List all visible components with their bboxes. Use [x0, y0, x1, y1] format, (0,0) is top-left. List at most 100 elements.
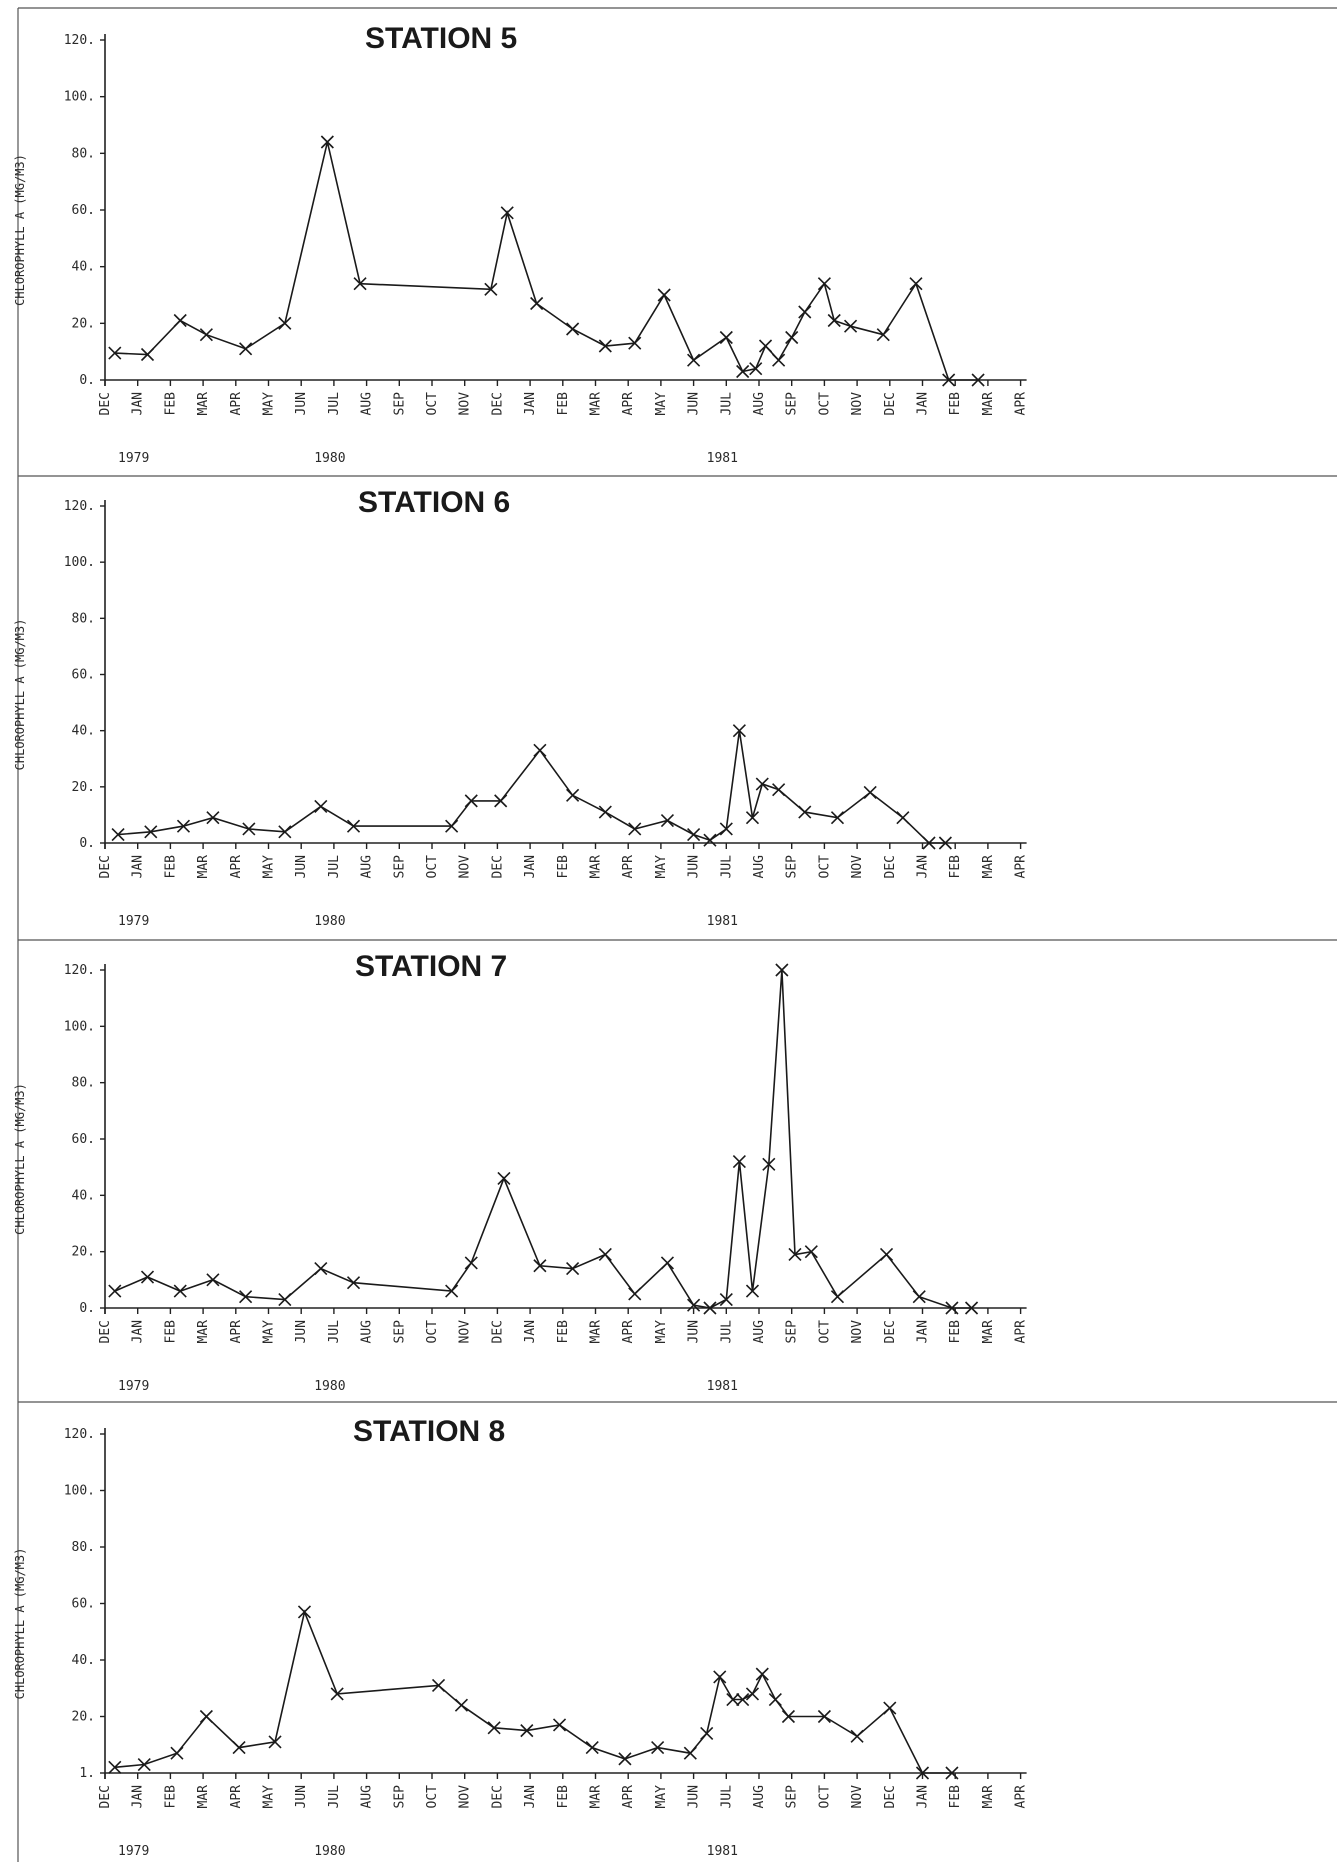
data-point: [703, 1301, 717, 1315]
x-tick-label: NOV: [850, 1785, 865, 1809]
year-label: 1980: [314, 1379, 345, 1394]
x-tick-label: JAN: [916, 1785, 931, 1808]
data-point: [464, 794, 478, 808]
y-axis-label: CHLOROPHYLL A (MG/M3): [13, 619, 27, 771]
data-point: [687, 353, 701, 367]
data-point-stroke: [745, 1687, 760, 1701]
x-tick-label: JUL: [719, 855, 734, 879]
data-point-stroke: [530, 296, 544, 311]
data-point-stroke: [199, 1709, 213, 1724]
chart-panel-2: STATION 6 0. 20. 40. 60. 80. 100. 120. CHLOROPHY…: [13, 486, 1029, 929]
x-tick-label: SEP: [392, 1785, 407, 1809]
data-point: [239, 342, 253, 356]
data-point-stroke: [798, 805, 812, 819]
data-point-stroke: [732, 1154, 746, 1169]
data-point: [618, 1752, 632, 1766]
y-axis-label: CHLOROPHYLL A (MG/M3): [13, 1083, 27, 1235]
data-point-stroke: [817, 1709, 831, 1724]
x-tick-label: AUG: [360, 855, 375, 879]
x-tick-label: SEP: [785, 855, 800, 879]
data-point-stroke: [314, 799, 328, 814]
y-tick-label: 0.: [79, 373, 95, 388]
data-point: [827, 313, 841, 328]
data-point: [232, 1741, 246, 1755]
data-point: [598, 1247, 612, 1262]
data-point: [464, 1256, 478, 1270]
data-point-stroke: [945, 1301, 959, 1315]
x-tick-label: JAN: [131, 855, 146, 878]
data-point-stroke: [896, 811, 910, 825]
data-point: [762, 1157, 776, 1171]
data-point-stroke: [788, 1247, 802, 1262]
y-tick-label: 100.: [64, 90, 95, 105]
data-point-stroke: [781, 1709, 795, 1724]
x-tick-label: JUL: [719, 1320, 734, 1344]
data-point: [111, 828, 125, 842]
data-point: [945, 1301, 959, 1315]
data-point: [552, 1718, 567, 1732]
data-point-stroke: [464, 794, 478, 808]
x-tick-label: JUN: [687, 392, 702, 415]
x-tick-label: JAN: [916, 1320, 931, 1343]
x-tick-label: JUN: [294, 392, 309, 415]
x-tick-label: OCT: [425, 855, 440, 879]
x-tick-label: JUL: [327, 392, 342, 416]
year-label: 1979: [118, 1379, 149, 1394]
data-point: [758, 339, 773, 353]
x-tick-label: JUN: [687, 1785, 702, 1808]
data-point: [242, 822, 256, 836]
data-point: [772, 783, 786, 797]
data-point: [176, 819, 191, 833]
data-point-stroke: [598, 1247, 612, 1262]
x-tick-label: MAR: [981, 1320, 996, 1344]
data-point-stroke: [651, 1741, 665, 1755]
y-tick-label: 20.: [72, 780, 95, 795]
x-tick-label: OCT: [817, 1785, 832, 1809]
x-tick-label: APR: [229, 1320, 244, 1344]
data-point-stroke: [598, 805, 612, 819]
x-tick-label: FEB: [556, 392, 571, 416]
data-point-stroke: [683, 1746, 697, 1760]
data-point-stroke: [660, 1256, 675, 1270]
data-point: [745, 1687, 760, 1701]
x-tick-label: JAN: [523, 1785, 538, 1808]
x-tick-label: NOV: [850, 1320, 865, 1344]
data-point-stroke: [464, 1256, 478, 1270]
data-point-stroke: [726, 1692, 740, 1707]
x-tick-label: JAN: [523, 855, 538, 878]
year-label: 1980: [314, 1844, 345, 1859]
data-point: [788, 1247, 802, 1262]
x-tick-label: SEP: [785, 1320, 800, 1344]
data-point-stroke: [533, 1259, 547, 1273]
x-tick-label: AUG: [752, 855, 767, 879]
data-point-stroke: [876, 328, 890, 342]
data-point-stroke: [108, 1284, 122, 1298]
x-tick-label: JAN: [523, 1320, 538, 1343]
x-tick-label: JUL: [327, 1320, 342, 1344]
x-tick-label: APR: [621, 392, 636, 416]
data-point: [876, 328, 890, 342]
year-label: 1981: [707, 1844, 738, 1859]
data-point: [566, 788, 580, 802]
data-point: [755, 777, 769, 791]
data-point-stroke: [628, 822, 642, 836]
x-tick-label: DEC: [98, 392, 113, 415]
chart-title: STATION 7: [355, 950, 507, 983]
x-tick-label: FEB: [948, 392, 963, 416]
data-point: [915, 1766, 930, 1780]
year-label: 1981: [707, 451, 738, 466]
data-point: [736, 364, 750, 379]
y-tick-label: 60.: [72, 668, 95, 683]
data-point-stroke: [278, 1292, 292, 1307]
data-point-stroke: [687, 1298, 701, 1312]
data-point-stroke: [566, 788, 580, 802]
data-point-stroke: [346, 819, 361, 833]
data-point-stroke: [297, 1605, 312, 1619]
series-line: [114, 969, 972, 1309]
x-tick-label: NOV: [850, 392, 865, 416]
data-point-stroke: [700, 1726, 714, 1741]
x-tick-label: JAN: [916, 855, 931, 878]
x-tick-label: FEB: [948, 1785, 963, 1809]
data-point-stroke: [945, 1766, 959, 1780]
x-tick-label: DEC: [490, 855, 505, 878]
